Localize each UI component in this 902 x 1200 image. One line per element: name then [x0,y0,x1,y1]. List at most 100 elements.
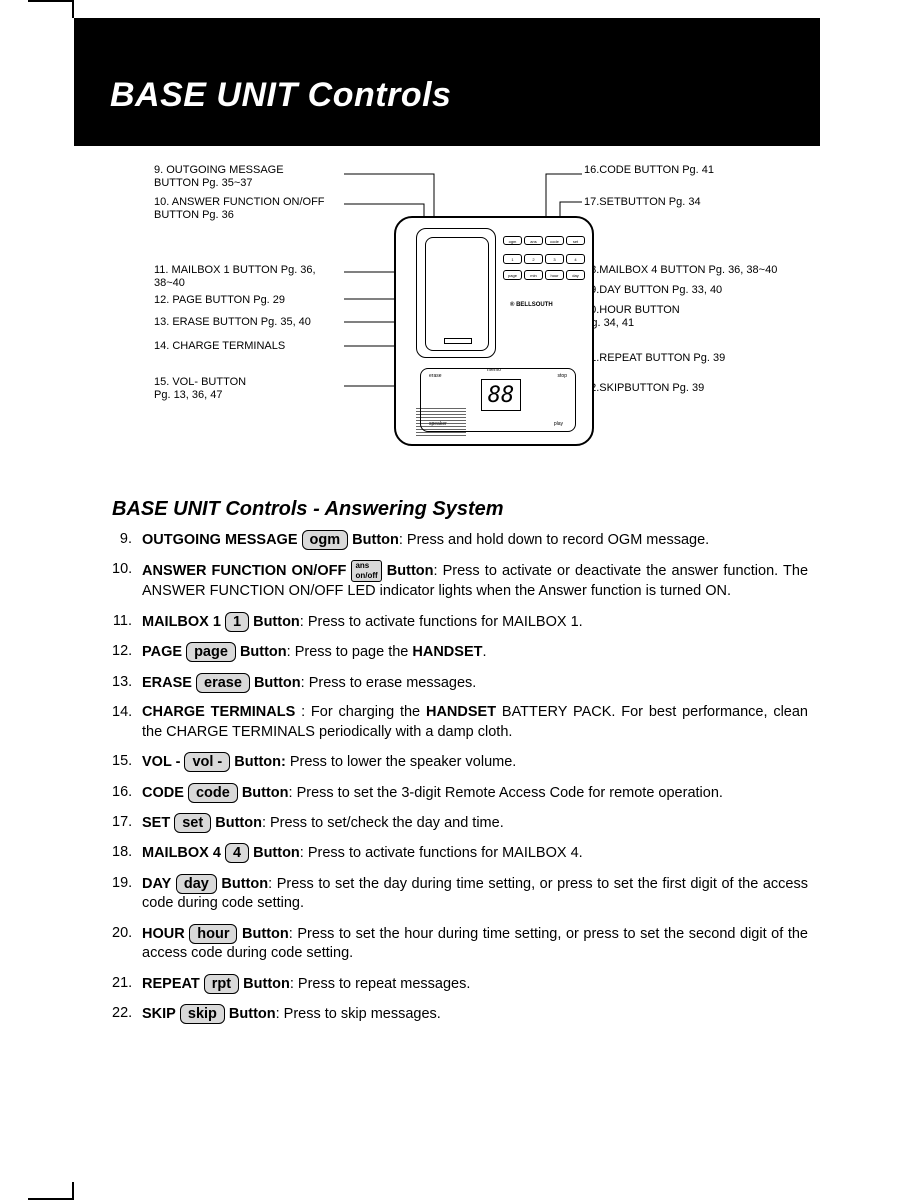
item-text: PAGE page Button: Press to page the HAND… [142,642,808,662]
device-button: 3 [545,254,564,264]
callout-label: 9. OUTGOING MESSAGE BUTTON Pg. 35~37 [154,164,284,190]
item-text: DAY day Button: Press to set the day dur… [142,874,808,914]
item-number: 22. [112,1004,142,1024]
device-button: day [566,270,585,280]
seven-segment-display: 88 [481,379,521,411]
handset-cradle [416,228,496,358]
device-button: page [503,270,522,280]
speaker-grille [416,408,466,438]
list-item: 16.CODE code Button: Press to set the 3-… [112,783,808,803]
button-graphic: ogm [302,530,349,550]
device-button: min [524,270,543,280]
item-number: 12. [112,642,142,662]
panel-label: stop [558,373,567,379]
item-number: 21. [112,974,142,994]
button-graphic: code [188,783,238,803]
crop-mark [72,1182,74,1200]
callout-label: 22.SKIPBUTTON Pg. 39 [584,382,704,395]
lower-button-row: pageminhourday [502,264,590,282]
panel-label: play [554,421,563,427]
page-title: BASE UNIT Controls [110,76,451,115]
item-text: CHARGE TERMINALS : For charging the HAND… [142,703,808,742]
item-number: 16. [112,783,142,803]
button-graphic: erase [196,673,250,693]
device-button: set [566,236,585,245]
item-text: ERASE erase Button: Press to erase messa… [142,673,808,693]
device-button: 1 [503,254,522,264]
list-item: 9.OUTGOING MESSAGE ogm Button: Press and… [112,530,808,550]
device-button: hour [545,270,564,280]
brand-label: ® BELLSOUTH [510,302,553,308]
item-text: SKIP skip Button: Press to skip messages… [142,1004,808,1024]
device-button: code [545,236,564,245]
device-outline: ogmanscodeset 1234 pageminhourday ® BELL… [394,216,594,446]
callout-label: 16.CODE BUTTON Pg. 41 [584,164,714,177]
button-graphic: day [176,874,217,894]
list-item: 22.SKIP skip Button: Press to skip messa… [112,1004,808,1024]
item-text: REPEAT rpt Button: Press to repeat messa… [142,974,808,994]
callout-label: 17.SETBUTTON Pg. 34 [584,196,701,209]
list-item: 20.HOUR hour Button: Press to set the ho… [112,924,808,964]
callout-label: 21.REPEAT BUTTON Pg. 39 [584,352,725,365]
button-graphic: 4 [225,843,249,863]
button-graphic: vol - [184,752,230,772]
device-button: ans [524,236,543,245]
button-graphic: page [186,642,236,662]
item-text: SET set Button: Press to set/check the d… [142,813,808,833]
list-item: 13.ERASE erase Button: Press to erase me… [112,673,808,693]
panel-label: memo [487,367,501,373]
item-text: OUTGOING MESSAGE ogm Button: Press and h… [142,530,808,550]
section-heading: BASE UNIT Controls - Answering System [112,498,504,521]
item-text: VOL - vol - Button: Press to lower the s… [142,752,808,772]
button-graphic: set [174,813,211,833]
item-number: 18. [112,843,142,863]
button-graphic: hour [189,924,237,944]
callout-label: 11. MAILBOX 1 BUTTON Pg. 36, 38~40 [154,264,316,290]
item-text: MAILBOX 4 4 Button: Press to activate fu… [142,843,808,863]
item-number: 17. [112,813,142,833]
top-button-row: ogmanscodeset [502,230,590,248]
callout-label: 14. CHARGE TERMINALS [154,340,285,353]
button-graphic: 1 [225,612,249,632]
list-item: 17.SET set Button: Press to set/check th… [112,813,808,833]
callout-label: 12. PAGE BUTTON Pg. 29 [154,294,285,307]
list-item: 21.REPEAT rpt Button: Press to repeat me… [112,974,808,994]
callout-label: 13. ERASE BUTTON Pg. 35, 40 [154,316,311,329]
item-number: 14. [112,703,142,742]
device-button: 2 [524,254,543,264]
cradle-inner [425,237,489,351]
list-item: 19.DAY day Button: Press to set the day … [112,874,808,914]
list-item: 10.ANSWER FUNCTION ON/OFF anson/off Butt… [112,560,808,602]
list-item: 12.PAGE page Button: Press to page the H… [112,642,808,662]
charge-terminals [444,338,472,344]
control-description-list: 9.OUTGOING MESSAGE ogm Button: Press and… [112,530,808,1035]
page: BASE UNIT Controls 9. OUTGOING MESSAGE B… [0,0,902,1200]
device-button: 4 [566,254,585,264]
callout-label: 20.HOUR BUTTON Pg. 34, 41 [584,304,680,330]
item-number: 15. [112,752,142,772]
item-number: 9. [112,530,142,550]
item-text: HOUR hour Button: Press to set the hour … [142,924,808,964]
callout-label: 18.MAILBOX 4 BUTTON Pg. 36, 38~40 [584,264,777,277]
item-number: 13. [112,673,142,693]
device-diagram: 9. OUTGOING MESSAGE BUTTON Pg. 35~37 10. … [74,164,820,474]
list-item: 14.CHARGE TERMINALS : For charging the H… [112,703,808,742]
button-graphic: rpt [204,974,239,994]
list-item: 15.VOL - vol - Button: Press to lower th… [112,752,808,772]
item-number: 19. [112,874,142,914]
callout-label: 15. VOL- BUTTON Pg. 13, 36, 47 [154,376,246,402]
item-number: 10. [112,560,142,602]
item-number: 11. [112,612,142,632]
crop-mark [28,0,74,2]
item-number: 20. [112,924,142,964]
button-graphic: anson/off [351,560,381,582]
list-item: 18.MAILBOX 4 4 Button: Press to activate… [112,843,808,863]
callout-label: 10. ANSWER FUNCTION ON/OFF BUTTON Pg. 36 [154,196,325,222]
button-graphic: skip [180,1004,225,1024]
crop-mark [72,0,74,18]
device-button: ogm [503,236,522,245]
item-text: MAILBOX 1 1 Button: Press to activate fu… [142,612,808,632]
item-text: ANSWER FUNCTION ON/OFF anson/off Button:… [142,560,808,602]
item-text: CODE code Button: Press to set the 3-dig… [142,783,808,803]
list-item: 11.MAILBOX 1 1 Button: Press to activate… [112,612,808,632]
